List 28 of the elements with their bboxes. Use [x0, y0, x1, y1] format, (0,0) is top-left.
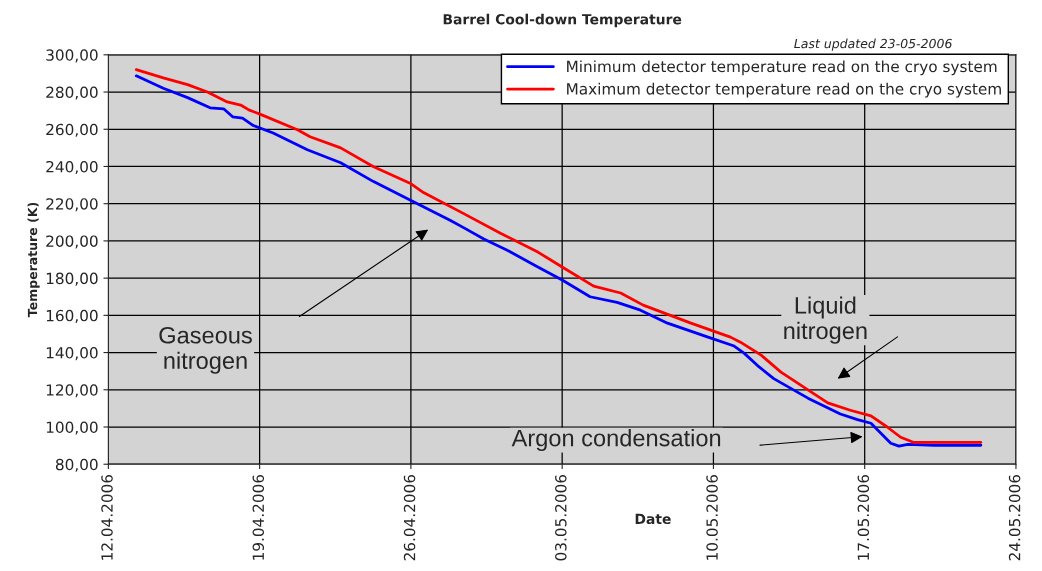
x-tick-label: 10.05.2006	[706, 474, 718, 560]
y-tick-label: 200,00	[46, 235, 98, 249]
annotation: Liquid nitrogen	[784, 296, 867, 344]
y-tick-label: 300,00	[46, 49, 98, 63]
annotation: Argon condensation	[511, 429, 721, 452]
annotation: Gaseous nitrogen	[159, 326, 252, 374]
y-tick-label: 240,00	[46, 160, 98, 175]
y-tick-label: 220,00	[46, 198, 98, 212]
legend-label: Minimum detector temperature read on the cryo system	[567, 60, 997, 76]
y-axis-title: Temperature (K)	[27, 202, 40, 318]
x-tick-label: 24.05.2006	[1008, 474, 1021, 561]
chart-title: Barrel Cool-down Temperature	[443, 13, 682, 28]
x-axis-title: Date	[635, 513, 671, 525]
x-tick-label: 17.05.2006	[857, 474, 870, 560]
x-tick-label: 12.04.2006	[101, 474, 113, 560]
y-tick-label: 100,00	[46, 421, 98, 435]
y-tick-label: 80,00	[55, 458, 98, 472]
y-tick-label: 280,00	[46, 86, 98, 100]
x-tick-label: 03.05.2006	[555, 474, 567, 561]
y-tick-label: 260,00	[46, 123, 98, 137]
y-tick-label: 140,00	[46, 347, 98, 361]
y-tick-label: 120,00	[46, 384, 98, 398]
x-tick-label: 19.04.2006	[252, 474, 265, 560]
y-tick-label: 180,00	[46, 272, 98, 286]
y-tick-label: 160,00	[46, 309, 98, 323]
legend-label: Maximum detector temperature read on the cryo system	[567, 82, 1001, 98]
text: Last updated 23-05-2006	[794, 38, 952, 51]
x-tick-label: 26.04.2006	[403, 474, 416, 561]
